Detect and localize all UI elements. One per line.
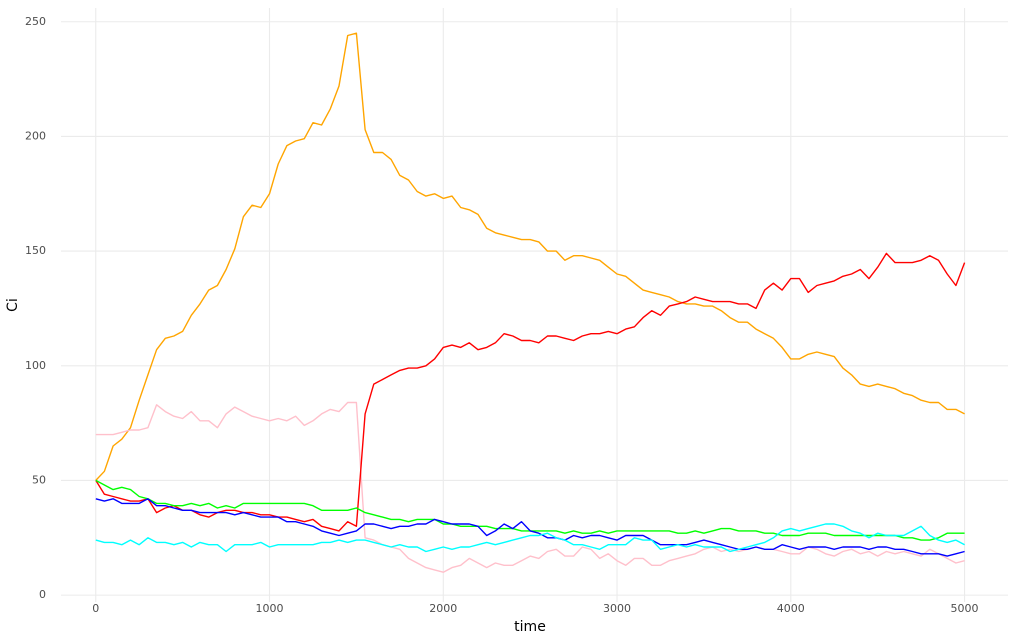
y-tick-label: 200: [25, 129, 46, 142]
series-line: [95, 401, 965, 573]
y-tick-label: 100: [25, 359, 46, 372]
x-tick-label: 1000: [256, 602, 284, 615]
series-line: [95, 32, 965, 481]
x-tick-label: 0: [92, 602, 99, 615]
y-axis-title: Ci: [5, 298, 21, 312]
series-line: [95, 498, 965, 557]
y-tick-label: 150: [25, 244, 46, 257]
y-tick-label: 50: [32, 473, 46, 486]
y-tick-label: 250: [25, 15, 46, 28]
grid: [61, 8, 1008, 602]
x-tick-label: 2000: [429, 602, 457, 615]
plot-lines: [95, 32, 966, 573]
tick-labels: 0 50 100 150 200 250 0 1000 2000 3000 4000 5000: [25, 15, 979, 615]
x-tick-label: 4000: [777, 602, 805, 615]
y-tick-label: 0: [39, 588, 46, 601]
x-axis-title: time: [514, 619, 546, 635]
x-tick-label: 3000: [603, 602, 631, 615]
series-line: [95, 252, 966, 532]
series-line: [95, 523, 965, 553]
x-tick-label: 5000: [951, 602, 979, 615]
